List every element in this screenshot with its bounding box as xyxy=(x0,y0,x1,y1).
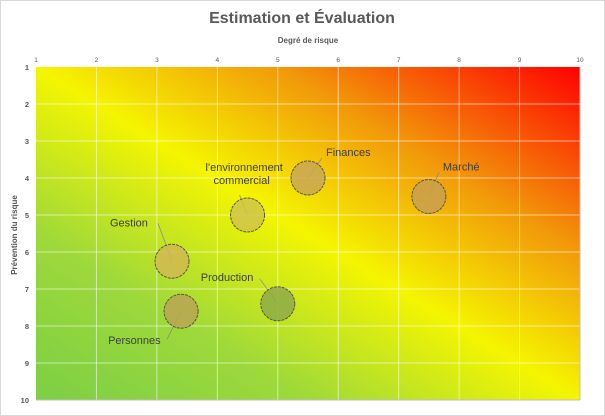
y-tick-label: 10 xyxy=(21,396,29,405)
y-axis-title: Prévention du risque xyxy=(10,195,19,275)
plot-background xyxy=(36,67,580,400)
x-axis-title: Degré de risque xyxy=(278,36,339,45)
x-tick-label: 3 xyxy=(155,57,159,64)
x-tick-label: 2 xyxy=(95,57,99,64)
y-tick-label: 8 xyxy=(25,322,29,331)
bubble-label: Personnes xyxy=(108,335,161,347)
y-tick-label: 1 xyxy=(25,63,29,72)
y-tick-label: 2 xyxy=(25,100,29,109)
bubble-point xyxy=(411,179,447,214)
y-tick-labels: 1 2 3 4 5 6 7 8 9 10 xyxy=(21,63,30,405)
y-tick-label: 5 xyxy=(25,211,29,220)
y-tick-label: 4 xyxy=(25,174,30,183)
chart-title: Estimation et Évaluation xyxy=(209,8,395,27)
bubble-point xyxy=(230,197,266,233)
bubble-point xyxy=(260,286,296,322)
bubble-label: Gestion xyxy=(110,217,148,229)
x-tick-labels: 1 2 3 4 5 6 7 8 9 10 xyxy=(34,57,584,64)
gridlines xyxy=(36,67,581,401)
y-tick-label: 9 xyxy=(25,359,29,368)
bubble-label: Finances xyxy=(326,147,371,159)
x-tick-label: 6 xyxy=(336,57,340,64)
x-tick-label: 4 xyxy=(216,57,220,64)
x-tick-label: 9 xyxy=(518,57,522,64)
x-tick-label: 1 xyxy=(34,57,38,64)
y-tick-label: 7 xyxy=(25,285,29,294)
x-tick-label: 8 xyxy=(457,57,461,64)
bubble-point xyxy=(154,243,190,279)
x-tick-label: 5 xyxy=(276,57,280,64)
x-tick-label: 7 xyxy=(397,57,401,64)
x-tick-label: 10 xyxy=(576,57,584,64)
bubble-point xyxy=(163,293,199,329)
y-tick-label: 3 xyxy=(25,137,29,146)
bubble-label: commercial xyxy=(214,175,270,187)
bubble-point xyxy=(290,160,326,196)
y-tick-label: 6 xyxy=(25,248,29,257)
bubbles xyxy=(154,160,447,329)
bubble-label: Marché xyxy=(443,162,480,174)
bubble-label: Production xyxy=(201,272,254,284)
bubble-label: l'environnement xyxy=(206,162,283,174)
